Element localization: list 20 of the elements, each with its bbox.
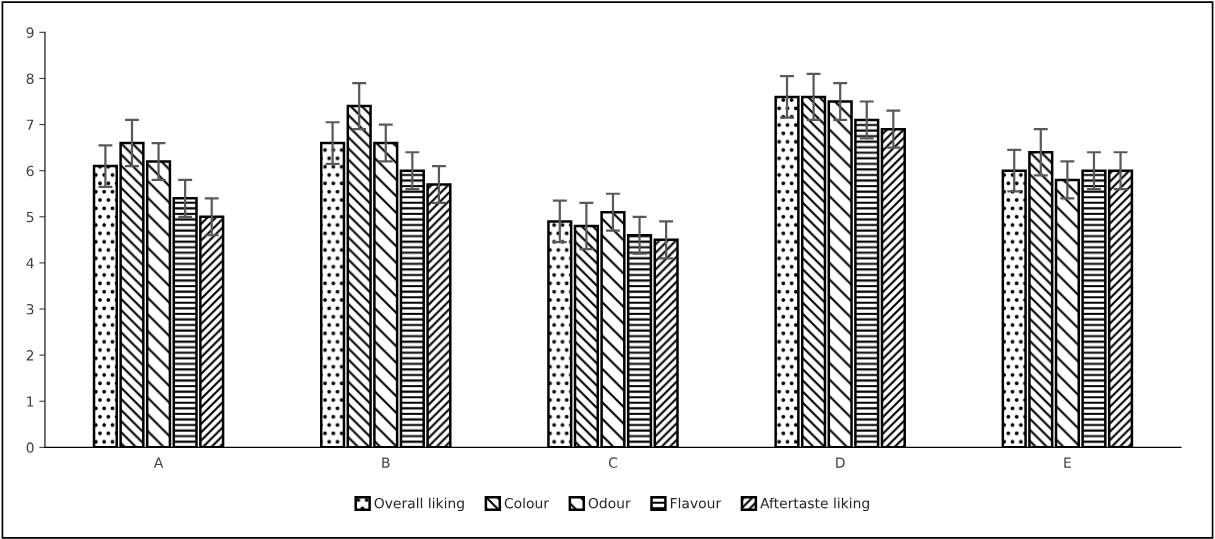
x-tick-label: A [153, 457, 164, 468]
legend-label: Aftertaste liking [760, 497, 869, 512]
x-tick-label: C [608, 457, 618, 468]
y-tick-label: 8 [26, 73, 34, 84]
y-tick-label: 4 [26, 258, 34, 269]
y-tick-label: 3 [26, 304, 34, 315]
y-tick-label: 9 [26, 27, 34, 38]
x-tick-label: B [382, 457, 390, 468]
legend-label: Odour [588, 497, 631, 509]
legend-label: Overall liking [374, 497, 464, 512]
x-tick-label: D [836, 457, 845, 468]
x-tick-label: E [1064, 457, 1071, 468]
y-tick-label: 7 [26, 119, 34, 130]
y-tick-label: 5 [26, 211, 34, 223]
y-tick-label: 1 [27, 396, 34, 407]
y-tick-label: 6 [26, 165, 34, 177]
legend-label: Flavour [670, 497, 722, 509]
y-tick-label: 2 [26, 350, 34, 361]
y-tick-label: 0 [26, 442, 34, 453]
legend-label: Colour [504, 497, 550, 509]
